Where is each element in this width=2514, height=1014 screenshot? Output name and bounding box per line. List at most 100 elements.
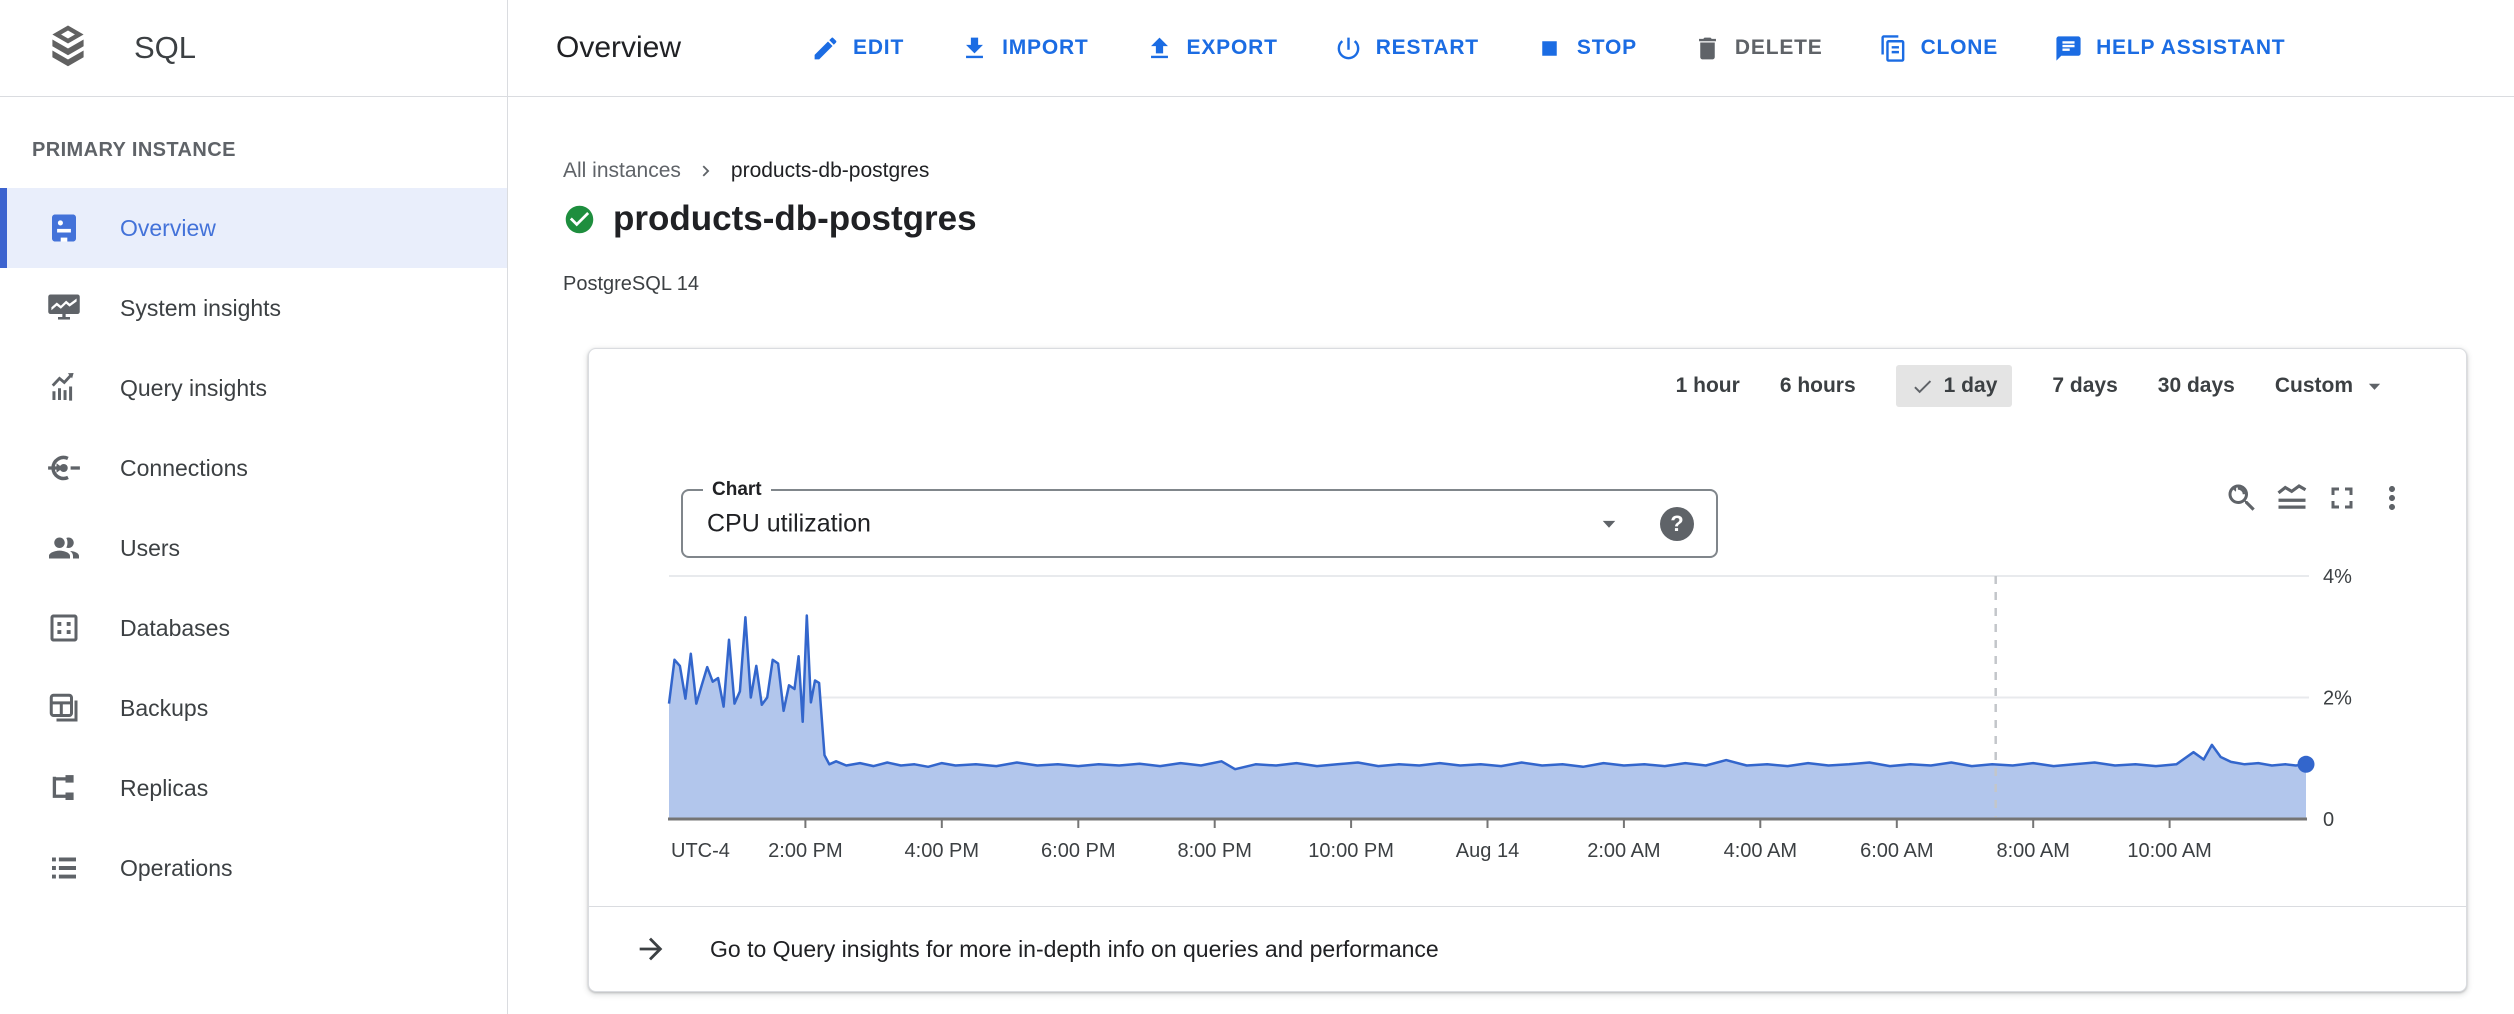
import-button[interactable]: IMPORT <box>960 34 1088 63</box>
sidebar-item-connections[interactable]: Connections <box>0 428 507 508</box>
sidebar-item-operations[interactable]: Operations <box>0 828 507 908</box>
arrow-right-icon <box>634 932 668 966</box>
sidebar-item-overview[interactable]: Overview <box>0 188 507 268</box>
breadcrumb-current: products-db-postgres <box>730 159 930 182</box>
time-range-option-6-hours[interactable]: 6 hours <box>1780 365 1856 407</box>
time-range-option-1-day[interactable]: 1 day <box>1895 365 2013 407</box>
time-range-option-label: 7 days <box>2052 374 2118 397</box>
delete-button[interactable]: DELETE <box>1693 34 1823 63</box>
sidebar-item-label: Users <box>120 534 181 561</box>
sidebar-item-replicas[interactable]: Replicas <box>0 748 507 828</box>
sidebar-item-users[interactable]: Users <box>0 508 507 588</box>
instance-version: PostgreSQL 14 <box>563 273 700 295</box>
action-button-label: HELP ASSISTANT <box>2096 36 2286 59</box>
time-range-selector: 1 hour 6 hours 1 day 7 days 30 days Custom <box>1676 363 2388 409</box>
action-button-label: DELETE <box>1734 36 1823 59</box>
check-icon <box>1911 375 1934 398</box>
databases-icon <box>46 610 82 646</box>
help-assistant-button[interactable]: HELP ASSISTANT <box>2054 34 2285 63</box>
restart-icon <box>1334 34 1363 63</box>
x-tick-label: 10:00 AM <box>2127 840 2212 862</box>
cpu-utilization-chart[interactable]: 2:00 PM 4:00 PM 6:00 PM 8:00 PM 10:00 PM Aug … <box>589 549 2468 879</box>
time-range-option-30-days[interactable]: 30 days <box>2158 365 2235 407</box>
import-icon <box>960 34 989 63</box>
instance-title-row: products-db-postgres <box>563 199 977 239</box>
action-button-label: IMPORT <box>1002 36 1089 59</box>
backups-icon <box>46 690 82 726</box>
fullscreen-icon[interactable] <box>2324 480 2360 516</box>
query-insights-link[interactable]: Go to Query insights for more in-depth i… <box>589 907 2466 991</box>
sidebar-item-label: Databases <box>120 614 230 641</box>
latest-point-dot <box>2297 755 2315 773</box>
chart-series-line <box>667 614 2307 771</box>
sidebar-item-label: Query insights <box>120 374 268 401</box>
instance-title: products-db-postgres <box>613 199 977 238</box>
stop-button[interactable]: STOP <box>1535 34 1637 63</box>
sidebar-items: Overview System insights Query insights Con… <box>0 188 507 908</box>
sidebar-section-label: PRIMARY INSTANCE <box>32 139 236 161</box>
query-insights-link-text: Go to Query insights for more in-depth i… <box>710 935 1439 962</box>
system-insights-icon <box>46 290 82 326</box>
x-tick-label: 4:00 PM <box>905 840 979 862</box>
y-tick-label: 4% <box>2323 566 2352 588</box>
time-range-option-1-hour[interactable]: 1 hour <box>1676 365 1740 407</box>
replicas-icon <box>46 770 82 806</box>
time-range-option-label: 1 day <box>1943 374 1998 397</box>
sidebar-item-backups[interactable]: Backups <box>0 668 507 748</box>
time-range-option-7-days[interactable]: 7 days <box>2052 365 2117 407</box>
export-button[interactable]: EXPORT <box>1145 34 1278 63</box>
action-bar: Overview EDIT IMPORT EXPORT RESTART STOP DELE… <box>508 0 2514 97</box>
edit-button[interactable]: EDIT <box>811 34 904 63</box>
chevron-right-icon <box>695 160 717 182</box>
y-tick-label: 0 <box>2323 809 2334 831</box>
sidebar-item-label: System insights <box>120 294 282 321</box>
action-button-label: EXPORT <box>1186 36 1278 59</box>
time-range-option-label: 6 hours <box>1779 374 1856 397</box>
sidebar-item-label: Operations <box>120 854 233 881</box>
time-range-custom-dropdown[interactable]: Custom <box>2275 373 2388 400</box>
overview-icon <box>46 210 82 246</box>
sidebar-item-label: Replicas <box>120 774 209 801</box>
area-chart-icon[interactable] <box>2274 480 2310 516</box>
restart-button[interactable]: RESTART <box>1334 34 1479 63</box>
chart-select-label: Chart <box>703 479 771 501</box>
x-tick-label: 6:00 AM <box>1860 840 1933 862</box>
product-name: SQL <box>134 30 197 65</box>
header-actions: EDIT IMPORT EXPORT RESTART STOP DELETE CLONE HE… <box>811 34 2285 63</box>
caret-down-icon <box>2361 373 2388 400</box>
help-assistant-icon <box>2054 34 2083 63</box>
zoom-reset-icon[interactable] <box>2224 480 2260 516</box>
sidebar-item-query-insights[interactable]: Query insights <box>0 348 507 428</box>
users-icon <box>46 530 82 566</box>
caret-down-icon <box>1594 509 1624 539</box>
action-button-label: STOP <box>1576 36 1637 59</box>
breadcrumb: All instances products-db-postgres <box>563 159 929 183</box>
card-divider <box>589 906 2466 907</box>
more-vert-icon[interactable] <box>2374 480 2410 516</box>
help-icon[interactable]: ? <box>1660 506 1694 541</box>
sidebar-item-label: Connections <box>120 454 248 481</box>
x-tick-label: Aug 14 <box>1456 840 1519 862</box>
sidebar-item-system-insights[interactable]: System insights <box>0 268 507 348</box>
edit-icon <box>811 34 840 63</box>
x-tick-label: 8:00 PM <box>1177 840 1251 862</box>
stop-icon <box>1535 34 1564 63</box>
check-circle-icon <box>563 203 596 236</box>
y-tick-label: 2% <box>2323 688 2352 710</box>
chart-metric-select[interactable]: Chart CPU utilization ? <box>681 479 1718 558</box>
breadcrumb-all-instances-link[interactable]: All instances <box>563 159 681 182</box>
x-tick-label: 2:00 PM <box>768 840 842 862</box>
chart-toolbar <box>2224 480 2410 516</box>
clone-button[interactable]: CLONE <box>1879 34 1999 63</box>
sidebar-item-databases[interactable]: Databases <box>0 588 507 668</box>
x-tick-label: 8:00 AM <box>1997 840 2070 862</box>
x-tick-label: 6:00 PM <box>1041 840 1115 862</box>
cloud-sql-logo-icon <box>42 22 94 74</box>
clone-icon <box>1879 34 1908 63</box>
timezone-label: UTC-4 <box>671 840 730 862</box>
export-icon <box>1145 34 1174 63</box>
delete-icon <box>1693 34 1722 63</box>
sidebar-item-label: Backups <box>120 694 209 721</box>
product-header[interactable]: SQL <box>0 0 508 97</box>
operations-icon <box>46 850 82 886</box>
